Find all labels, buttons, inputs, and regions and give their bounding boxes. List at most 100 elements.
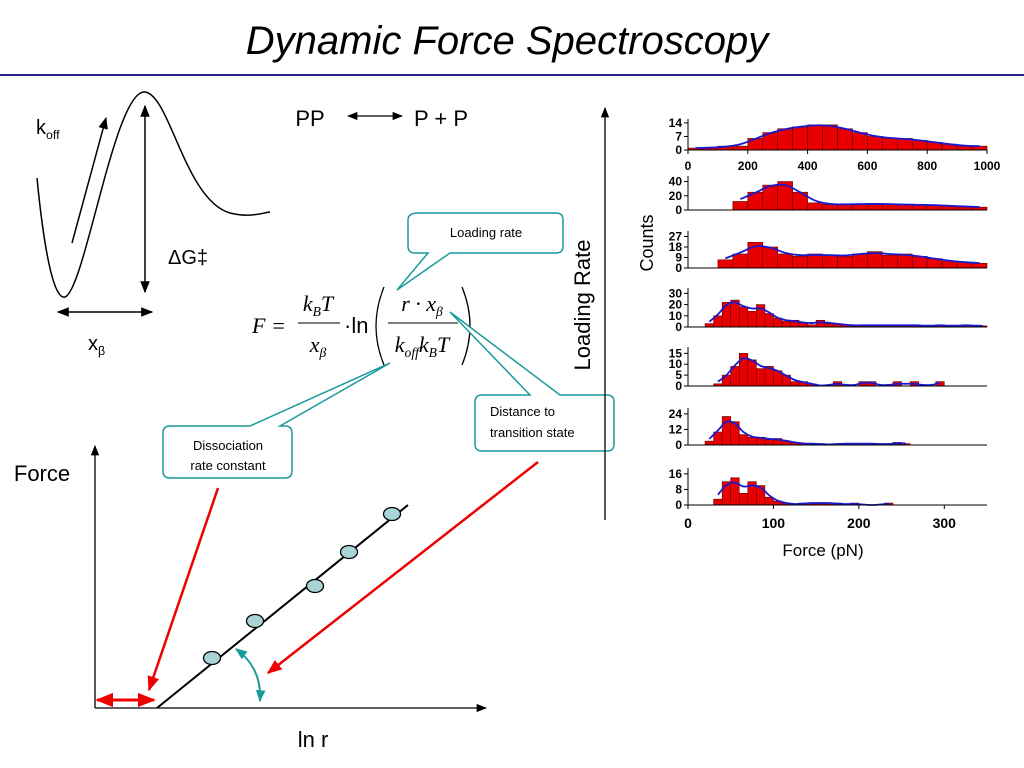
bar bbox=[713, 498, 723, 506]
bar bbox=[704, 440, 714, 446]
fit-curve bbox=[725, 245, 980, 264]
subscript: off bbox=[405, 345, 422, 360]
x-tick-label: 100 bbox=[762, 515, 786, 531]
bar bbox=[777, 253, 793, 269]
bar bbox=[792, 256, 808, 269]
subscript: B bbox=[429, 345, 438, 360]
y-tick-label: 40 bbox=[669, 175, 683, 189]
bar bbox=[971, 263, 988, 269]
bar bbox=[738, 434, 749, 446]
point bbox=[245, 613, 265, 629]
bar bbox=[790, 381, 800, 387]
base-text: k bbox=[303, 291, 314, 316]
axis-label: Loading Rate bbox=[570, 240, 595, 371]
bar bbox=[837, 128, 853, 151]
arg-denominator: koffkBT bbox=[395, 332, 451, 360]
x-tick-label: 300 bbox=[933, 515, 957, 531]
subscript: B bbox=[313, 304, 322, 319]
fit-line bbox=[156, 504, 409, 709]
bar bbox=[822, 124, 838, 151]
x-tick-label: 0 bbox=[684, 515, 692, 531]
pointer-arrow bbox=[147, 487, 220, 692]
energy-curve bbox=[36, 91, 271, 298]
histogram-panel: 0 816 0 100 200 300 bbox=[669, 467, 987, 531]
bar bbox=[764, 313, 774, 328]
base-text: x bbox=[88, 333, 98, 355]
y-tick-label: 14 bbox=[669, 116, 683, 130]
bar bbox=[852, 132, 868, 151]
equation-lhs: F = bbox=[251, 313, 286, 338]
callout-text: Dissociation bbox=[193, 438, 263, 453]
callout-box bbox=[449, 311, 615, 452]
point bbox=[339, 544, 359, 560]
bar bbox=[911, 256, 928, 269]
bar bbox=[882, 138, 898, 151]
y-tick-label: 0 bbox=[675, 498, 682, 512]
koff-label: koff bbox=[36, 117, 60, 142]
bar bbox=[822, 254, 838, 269]
bar bbox=[756, 368, 766, 387]
bar bbox=[807, 124, 823, 151]
paren-right bbox=[461, 286, 471, 366]
energy-landscape bbox=[36, 91, 271, 317]
equation-operator: ·ln bbox=[344, 313, 368, 338]
bar bbox=[717, 259, 734, 269]
bar bbox=[738, 306, 749, 328]
bar bbox=[807, 253, 823, 269]
fit-curve bbox=[708, 420, 906, 446]
coef-numerator: kBT bbox=[303, 291, 335, 319]
fit-curve bbox=[717, 481, 889, 506]
callout-text: Loading rate bbox=[450, 225, 522, 240]
y-tick-label: 8 bbox=[675, 482, 682, 496]
axis-label: Force bbox=[14, 461, 70, 486]
bar bbox=[792, 126, 808, 151]
base-text: k bbox=[419, 332, 430, 357]
bar bbox=[837, 256, 853, 269]
y-tick-label: 15 bbox=[669, 346, 683, 360]
reactant: PP bbox=[295, 106, 324, 131]
pointer-arrow bbox=[266, 461, 539, 674]
bar bbox=[852, 204, 868, 211]
bar bbox=[815, 319, 825, 328]
axis-label: ln r bbox=[298, 727, 329, 752]
base-text: k bbox=[36, 117, 47, 139]
callout-box bbox=[162, 362, 391, 479]
y-tick-label: 7 bbox=[675, 129, 682, 143]
y-tick-label: 10 bbox=[669, 357, 683, 371]
subscript: β bbox=[318, 345, 326, 360]
bar bbox=[747, 359, 757, 387]
y-tick-label: 0 bbox=[675, 261, 682, 275]
point bbox=[202, 650, 222, 666]
fit-curve bbox=[739, 183, 980, 208]
x-tick-label: 600 bbox=[857, 159, 877, 173]
subscript: β bbox=[98, 344, 105, 358]
x-tick-label: 200 bbox=[847, 515, 871, 531]
axis-label: Force (pN) bbox=[782, 541, 863, 560]
y-tick-label: 5 bbox=[675, 368, 682, 382]
bar bbox=[747, 436, 757, 446]
callout-box bbox=[396, 212, 564, 291]
y-tick-label: 12 bbox=[669, 422, 683, 436]
bar bbox=[747, 311, 757, 328]
bar bbox=[732, 253, 749, 269]
y-tick-label: 0 bbox=[675, 320, 682, 334]
products: P + P bbox=[414, 106, 468, 131]
arg-numerator: r · xβ bbox=[401, 291, 443, 319]
callout-text: Distance to bbox=[490, 404, 555, 419]
axis-label: Counts bbox=[637, 214, 657, 271]
bar bbox=[867, 136, 883, 151]
slide-title: Dynamic Force Spectroscopy bbox=[246, 19, 771, 63]
bar bbox=[732, 201, 749, 211]
subscript: β bbox=[435, 304, 443, 319]
bar bbox=[704, 323, 714, 328]
x-tick-label: 1000 bbox=[974, 159, 1001, 173]
y-tick-label: 0 bbox=[675, 203, 682, 217]
subscript: off bbox=[46, 128, 60, 142]
bar bbox=[777, 128, 793, 151]
